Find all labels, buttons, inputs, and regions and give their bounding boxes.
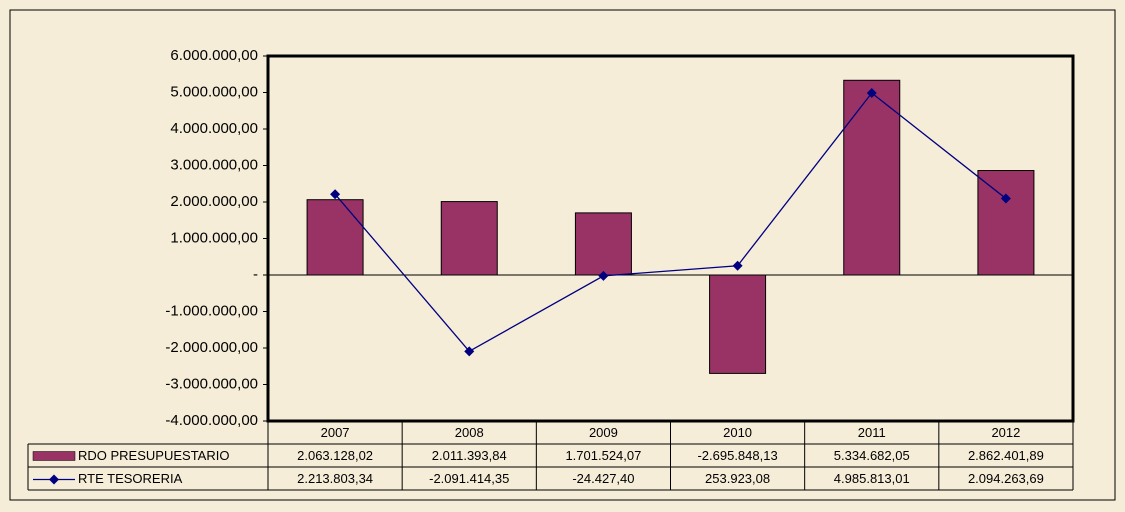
- bar: [306, 199, 364, 276]
- marker: [330, 189, 341, 200]
- value-label: -2.091.414,35: [429, 471, 509, 486]
- bar: [977, 170, 1035, 276]
- legend-label: RDO PRESUPUESTARIO: [78, 448, 229, 463]
- marker: [464, 346, 475, 357]
- y-tick-label: 4.000.000,00: [170, 120, 258, 137]
- y-tick-label: 2.000.000,00: [170, 193, 258, 210]
- line: [334, 92, 1007, 353]
- y-tick-label: -1.000.000,00: [165, 302, 258, 319]
- legend-marker: [49, 474, 59, 485]
- x-tick-label: 2010: [723, 425, 752, 440]
- legend-swatch: [32, 451, 76, 461]
- bar: [440, 201, 498, 276]
- value-label: 2.862.401,89: [968, 448, 1044, 463]
- bar: [574, 212, 632, 276]
- marker: [866, 88, 877, 99]
- value-label: 2.094.263,69: [968, 471, 1044, 486]
- y-tick-label: -: [253, 266, 258, 283]
- marker: [732, 260, 743, 271]
- value-label: 2.213.803,34: [297, 471, 373, 486]
- bar: [709, 274, 767, 374]
- x-tick-label: 2012: [991, 425, 1020, 440]
- marker: [1000, 193, 1011, 204]
- marker: [598, 270, 609, 281]
- value-label: 2.063.128,02: [297, 448, 373, 463]
- value-label: 2.011.393,84: [432, 448, 507, 463]
- value-label: 4.985.813,01: [834, 471, 910, 486]
- x-tick-label: 2007: [321, 425, 350, 440]
- value-label: -2.695.848,13: [697, 448, 777, 463]
- y-tick-label: 1.000.000,00: [170, 229, 258, 246]
- bar: [843, 79, 901, 276]
- value-label: 5.334.682,05: [834, 448, 910, 463]
- legend-label: RTE TESORERIA: [78, 471, 183, 486]
- chart-border: [9, 9, 1116, 501]
- x-tick-label: 2009: [589, 425, 618, 440]
- y-tick-label: 3.000.000,00: [170, 156, 258, 173]
- x-tick-label: 2011: [858, 425, 886, 440]
- x-tick-label: 2008: [455, 425, 484, 440]
- value-label: -24.427,40: [572, 471, 634, 486]
- y-tick-label: -3.000.000,00: [165, 375, 258, 392]
- value-label: 1.701.524,07: [565, 448, 641, 463]
- y-tick-label: 5.000.000,00: [170, 83, 258, 100]
- y-tick-label: -2.000.000,00: [165, 339, 258, 356]
- y-tick-label: 6.000.000,00: [170, 47, 258, 64]
- y-tick-label: -4.000.000,00: [165, 412, 258, 429]
- value-label: 253.923,08: [705, 471, 770, 486]
